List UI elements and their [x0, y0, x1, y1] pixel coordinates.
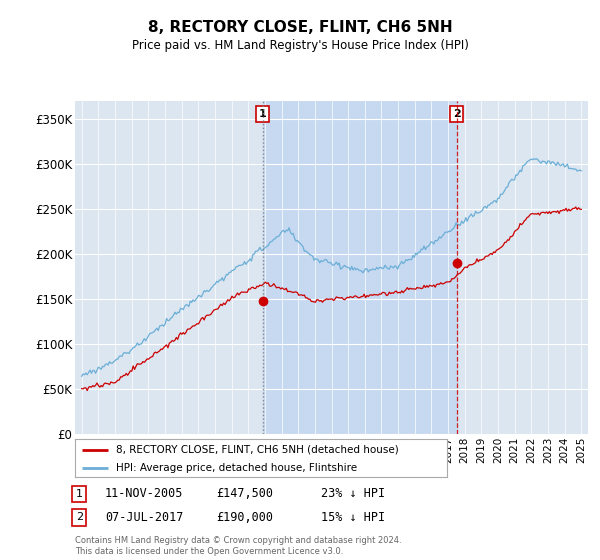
Text: HPI: Average price, detached house, Flintshire: HPI: Average price, detached house, Flin…: [116, 463, 357, 473]
Bar: [263, 101, 457, 434]
Text: 2: 2: [76, 512, 83, 522]
Text: 8, RECTORY CLOSE, FLINT, CH6 5NH: 8, RECTORY CLOSE, FLINT, CH6 5NH: [148, 20, 452, 35]
Text: 2: 2: [453, 109, 461, 119]
Text: 1: 1: [76, 489, 83, 499]
Text: £190,000: £190,000: [216, 511, 273, 524]
Text: Price paid vs. HM Land Registry's House Price Index (HPI): Price paid vs. HM Land Registry's House …: [131, 39, 469, 52]
Text: Contains HM Land Registry data © Crown copyright and database right 2024.
This d: Contains HM Land Registry data © Crown c…: [75, 536, 401, 556]
Text: 23% ↓ HPI: 23% ↓ HPI: [321, 487, 385, 501]
Text: 11-NOV-2005: 11-NOV-2005: [105, 487, 184, 501]
Text: 8, RECTORY CLOSE, FLINT, CH6 5NH (detached house): 8, RECTORY CLOSE, FLINT, CH6 5NH (detach…: [116, 445, 398, 455]
Text: £147,500: £147,500: [216, 487, 273, 501]
Text: 15% ↓ HPI: 15% ↓ HPI: [321, 511, 385, 524]
Text: 1: 1: [259, 109, 266, 119]
Text: 07-JUL-2017: 07-JUL-2017: [105, 511, 184, 524]
